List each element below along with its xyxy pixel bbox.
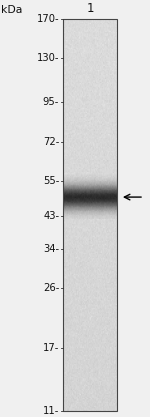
Text: kDa: kDa xyxy=(1,5,23,15)
Text: 26-: 26- xyxy=(43,283,59,293)
Text: 130-: 130- xyxy=(37,53,59,63)
Text: 170-: 170- xyxy=(37,14,59,24)
Text: 34-: 34- xyxy=(43,244,59,254)
Text: 95-: 95- xyxy=(43,98,59,108)
Text: 1: 1 xyxy=(86,3,94,15)
Bar xyxy=(63,19,117,411)
Text: 72-: 72- xyxy=(43,137,59,147)
Text: 17-: 17- xyxy=(43,343,59,353)
Text: 55-: 55- xyxy=(43,176,59,186)
Text: 43-: 43- xyxy=(43,211,59,221)
Text: 11-: 11- xyxy=(43,406,59,416)
